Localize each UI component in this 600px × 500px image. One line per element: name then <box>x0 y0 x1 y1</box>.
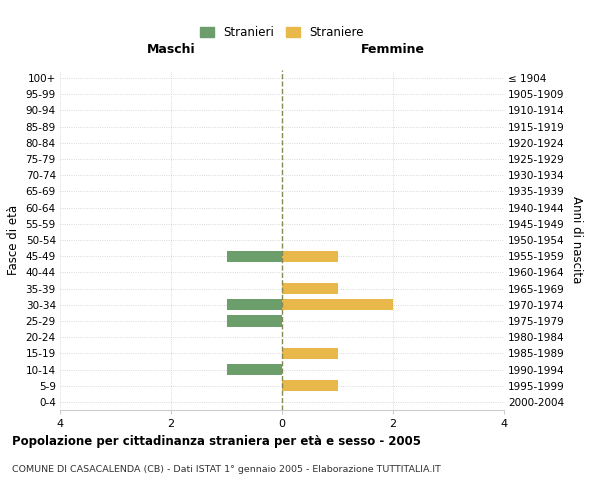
Legend: Stranieri, Straniere: Stranieri, Straniere <box>195 22 369 44</box>
Text: Maschi: Maschi <box>146 44 196 57</box>
Text: Popolazione per cittadinanza straniera per età e sesso - 2005: Popolazione per cittadinanza straniera p… <box>12 435 421 448</box>
Bar <box>282 283 337 294</box>
Bar <box>227 316 282 326</box>
Y-axis label: Anni di nascita: Anni di nascita <box>571 196 583 284</box>
Bar <box>227 250 282 262</box>
Y-axis label: Fasce di età: Fasce di età <box>7 205 20 275</box>
Bar <box>227 299 282 310</box>
Bar <box>282 299 393 310</box>
Bar <box>282 250 337 262</box>
Bar <box>282 348 337 359</box>
Bar <box>227 364 282 375</box>
Text: COMUNE DI CASACALENDA (CB) - Dati ISTAT 1° gennaio 2005 - Elaborazione TUTTITALI: COMUNE DI CASACALENDA (CB) - Dati ISTAT … <box>12 465 441 474</box>
Text: Femmine: Femmine <box>361 44 425 57</box>
Bar <box>282 380 337 392</box>
